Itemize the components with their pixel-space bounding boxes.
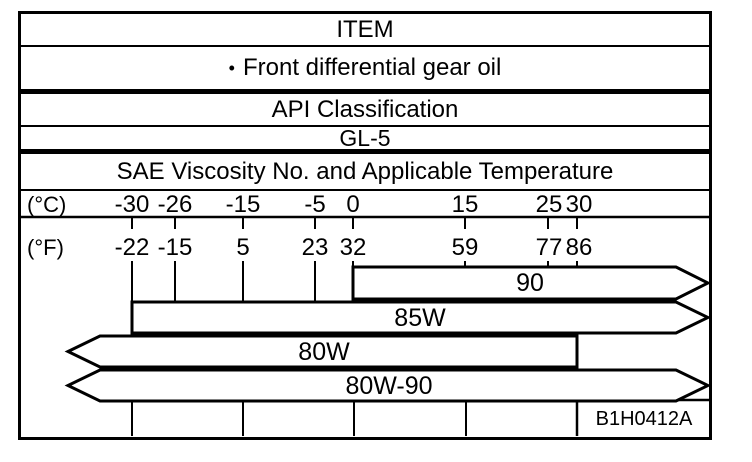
fahrenheit-tick-6: 77 [536, 234, 563, 261]
celsius-tick-7: 30 [566, 191, 593, 218]
item-value-label: Front differential gear oil [242, 54, 502, 81]
fahrenheit-tick-1: -15 [158, 234, 193, 261]
celsius-tick-1: -26 [158, 191, 193, 218]
celsius-tick-2: -15 [226, 191, 261, 218]
fahrenheit-tick-7: 86 [566, 234, 593, 261]
bar-90-label: 90 [516, 269, 544, 297]
celsius-tick-0: -30 [115, 191, 150, 218]
item-header-label: ITEM [336, 15, 394, 43]
bar-80w-90-label: 80W-90 [345, 372, 432, 400]
item-row: • Front differential gear oil [21, 47, 709, 94]
api-value-row: GL-5 [21, 124, 709, 154]
bar-80w-90 [64, 368, 709, 403]
fahrenheit-axis-label: (°F) [27, 235, 64, 260]
api-value-label: GL-5 [339, 124, 391, 151]
viscosity-temperature-chart: (°C) -30 -26 -15 -5 0 15 25 30 (°F) -22 … [21, 191, 709, 436]
bar-80w [64, 334, 579, 369]
api-classification-row: API Classification [21, 94, 709, 127]
celsius-tick-5: 15 [452, 191, 479, 218]
bullet-icon: • [228, 57, 235, 78]
bar-85w-label: 85W [394, 304, 446, 332]
fahrenheit-tick-4: 32 [340, 234, 367, 261]
celsius-tick-3: -5 [304, 191, 325, 218]
fahrenheit-tick-5: 59 [452, 234, 479, 261]
celsius-tick-4: 0 [346, 191, 359, 218]
figure-code: B1H0412A [596, 408, 693, 430]
api-classification-label: API Classification [271, 95, 459, 123]
spec-table: ITEM • Front differential gear oil API C… [18, 11, 712, 440]
sae-header-label: SAE Viscosity No. and Applicable Tempera… [116, 157, 614, 185]
bar-90 [351, 265, 709, 301]
sae-header-row: SAE Viscosity No. and Applicable Tempera… [21, 154, 709, 191]
celsius-tick-6: 25 [536, 191, 563, 218]
fahrenheit-tick-2: 5 [236, 234, 249, 261]
celsius-axis-label: (°C) [27, 192, 66, 217]
bar-80w-label: 80W [298, 338, 350, 366]
bar-85w [130, 300, 709, 335]
fahrenheit-tick-3: 23 [302, 234, 329, 261]
item-header-row: ITEM [21, 14, 709, 47]
fahrenheit-tick-0: -22 [115, 234, 150, 261]
